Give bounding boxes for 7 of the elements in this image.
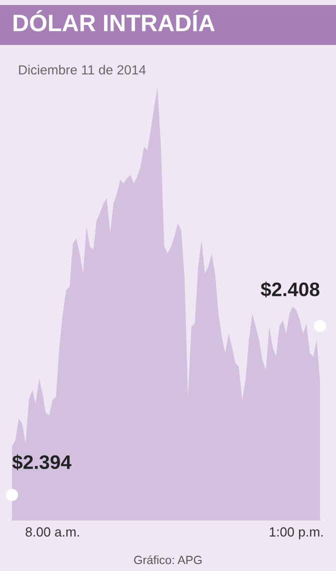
- x-tick-label: 1:00 p.m.: [270, 527, 323, 540]
- chart-subtitle: Diciembre 11 de 2014: [19, 64, 146, 75]
- x-tick-label: 8.00 a.m.: [26, 527, 79, 537]
- chart-title: DÓLAR INTRADÍA: [14, 10, 215, 32]
- annotation: $2.408: [260, 282, 320, 298]
- annotation: $2.394: [12, 454, 72, 470]
- text: Gráfico: APG: [134, 555, 202, 564]
